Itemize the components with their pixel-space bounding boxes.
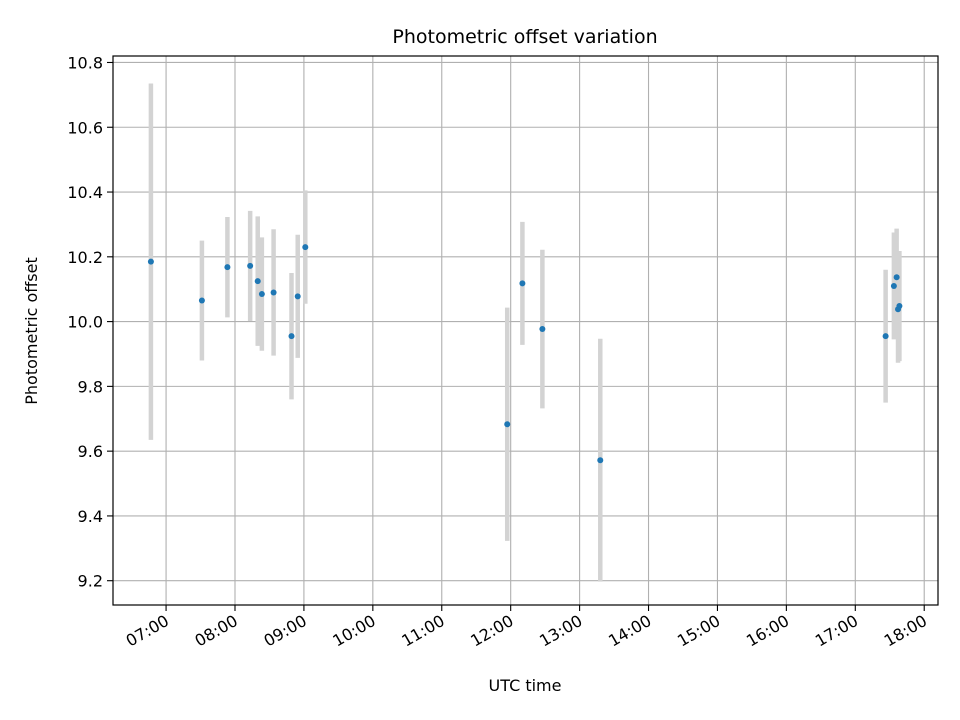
y-tick-label: 10.8 bbox=[67, 53, 103, 72]
y-tick-label: 9.4 bbox=[78, 507, 103, 526]
data-point bbox=[896, 303, 903, 310]
grid bbox=[113, 56, 938, 605]
data-point bbox=[258, 291, 265, 298]
data-point bbox=[597, 457, 604, 464]
data-point bbox=[294, 293, 301, 300]
y-tick-label: 9.2 bbox=[78, 572, 103, 591]
y-tick-label: 10.0 bbox=[67, 313, 103, 332]
data-point bbox=[224, 264, 231, 271]
data-point bbox=[270, 289, 277, 296]
plot-frame bbox=[112, 55, 939, 606]
data-point bbox=[247, 262, 254, 269]
data-point bbox=[302, 244, 309, 251]
data-point bbox=[890, 282, 897, 289]
data-point bbox=[147, 258, 154, 265]
y-axis: 9.2 9.4 9.6 9.8 10.0 10.2 10.4 10.6 10.8 bbox=[67, 53, 113, 591]
y-tick-label: 10.4 bbox=[67, 183, 103, 202]
data-point bbox=[882, 333, 889, 340]
data-point bbox=[288, 333, 295, 340]
data-points bbox=[147, 244, 903, 464]
chart-title: Photometric offset variation bbox=[392, 26, 657, 48]
data-point bbox=[198, 297, 205, 304]
y-tick-label: 9.6 bbox=[78, 442, 103, 461]
data-point bbox=[893, 274, 900, 281]
y-tick-label: 10.2 bbox=[67, 248, 103, 267]
y-tick-label: 10.6 bbox=[67, 118, 103, 137]
data-point bbox=[254, 278, 261, 285]
x-axis-title: UTC time bbox=[489, 676, 562, 695]
data-point bbox=[539, 326, 546, 333]
y-axis-title: Photometric offset bbox=[22, 257, 41, 405]
data-point bbox=[504, 421, 511, 428]
data-point bbox=[519, 280, 526, 287]
y-tick-label: 9.8 bbox=[78, 377, 103, 396]
